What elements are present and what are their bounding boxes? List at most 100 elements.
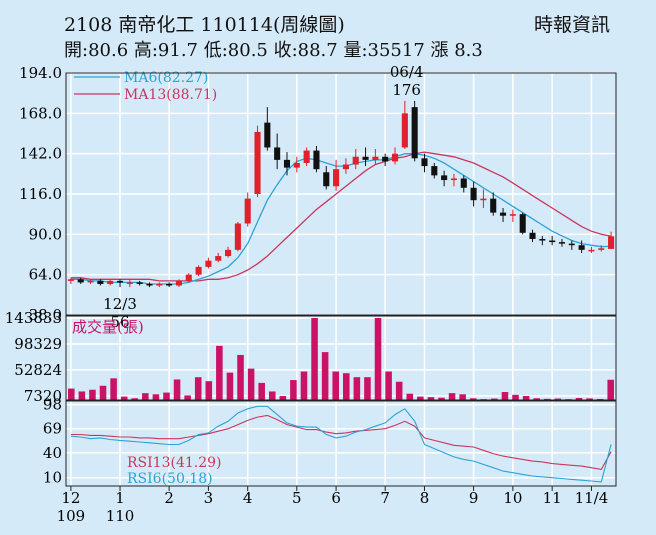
volume-bar [332, 371, 339, 400]
candle [342, 158, 349, 174]
volume-bar [226, 372, 234, 400]
xtick-label: 12 [61, 489, 80, 507]
rsi6-line [70, 405, 612, 483]
candle-body [156, 283, 163, 286]
volume-bar [533, 398, 540, 400]
candle [401, 100, 408, 150]
volume-bar [205, 381, 213, 400]
candle-body [205, 260, 212, 267]
volume-bar [417, 396, 424, 400]
legend-label: MA6(82.27) [124, 70, 208, 86]
candle-body [411, 107, 418, 159]
ma13-line [70, 151, 612, 282]
volume-bar [343, 373, 350, 400]
candle-body [97, 280, 104, 284]
axes: 194.0168.0142.0116.090.064.038.014383398… [5, 64, 617, 525]
candle-body [136, 282, 143, 284]
candle-body [195, 266, 202, 275]
candle [549, 235, 556, 246]
candle [116, 279, 124, 288]
candle-body [509, 214, 516, 216]
volume-bar [311, 318, 318, 400]
candle [333, 159, 340, 191]
rsi-ytick-label: 69 [43, 420, 62, 438]
peak-annotation: 06/4 [390, 63, 424, 81]
xtick-label: 1 [115, 489, 125, 507]
candle [578, 240, 585, 253]
price-ytick-label: 194.0 [19, 64, 62, 82]
price-ytick-label: 168.0 [19, 104, 62, 122]
candle [264, 107, 271, 151]
candle [480, 189, 487, 208]
volume-bar [78, 391, 86, 400]
candle [254, 125, 261, 198]
candle [470, 181, 477, 207]
candle-body [293, 162, 300, 168]
volume-bar [374, 318, 382, 400]
volume-bar [321, 352, 329, 400]
volume-bar [184, 395, 191, 400]
volume-bar [110, 378, 117, 400]
xtick-label: 110 [106, 507, 135, 525]
panel-frame [65, 400, 617, 487]
candle [146, 282, 153, 288]
volume-bar [395, 381, 403, 400]
chart-title: 2108 南帝化工 110114(周線圖) [64, 14, 345, 36]
candle [509, 209, 516, 222]
volume-ytick-label: 7320 [24, 387, 62, 405]
candle-body [480, 198, 487, 201]
candle [362, 147, 369, 167]
candle [156, 282, 163, 288]
volume-bar [522, 396, 530, 400]
candle [382, 153, 389, 167]
candle-body [303, 150, 310, 163]
candle-body [441, 175, 448, 181]
volume-bar [491, 398, 498, 400]
candle [490, 192, 497, 216]
candle [274, 133, 281, 170]
candle [283, 152, 291, 176]
candle [323, 166, 330, 190]
candle [107, 279, 114, 286]
low-annotation: 12/3 [103, 295, 137, 313]
volume-bar [385, 371, 392, 400]
xtick-label: 109 [57, 507, 86, 525]
volume-bar [406, 393, 414, 400]
candle [411, 100, 418, 162]
volume-bar [290, 380, 297, 400]
volume-panel: 成交量(張) [68, 318, 614, 400]
volume-bar [120, 396, 128, 400]
candle-body [116, 280, 124, 283]
panel-frame [65, 315, 617, 401]
candle-body [254, 131, 261, 194]
volume-bar [237, 354, 244, 400]
candle [175, 279, 182, 288]
volume-bar [173, 379, 181, 400]
volume-ytick-label: 98329 [14, 335, 62, 353]
volume-bar [131, 398, 139, 400]
volume-ytick-label: 52824 [14, 361, 62, 379]
volume-bar [596, 398, 604, 400]
candle-body [490, 198, 497, 213]
xtick-label: 3 [204, 489, 214, 507]
volume-bar [99, 385, 107, 400]
volume-bar [607, 379, 614, 400]
candle [391, 147, 399, 165]
candle-body [608, 236, 615, 249]
source-label: 時報資訊 [534, 14, 611, 36]
candle-body [578, 245, 585, 250]
candle [450, 173, 457, 187]
candle-body [568, 243, 575, 246]
candle-body [431, 166, 438, 176]
candle [441, 170, 448, 187]
candle [421, 153, 428, 173]
candle-body [421, 158, 428, 167]
rsi-ytick-label: 10 [43, 469, 62, 487]
candle-body [166, 283, 173, 286]
volume-bar [586, 398, 593, 400]
volume-bar [512, 394, 519, 400]
candle-body [146, 283, 153, 286]
price-ytick-label: 116.0 [19, 185, 62, 203]
